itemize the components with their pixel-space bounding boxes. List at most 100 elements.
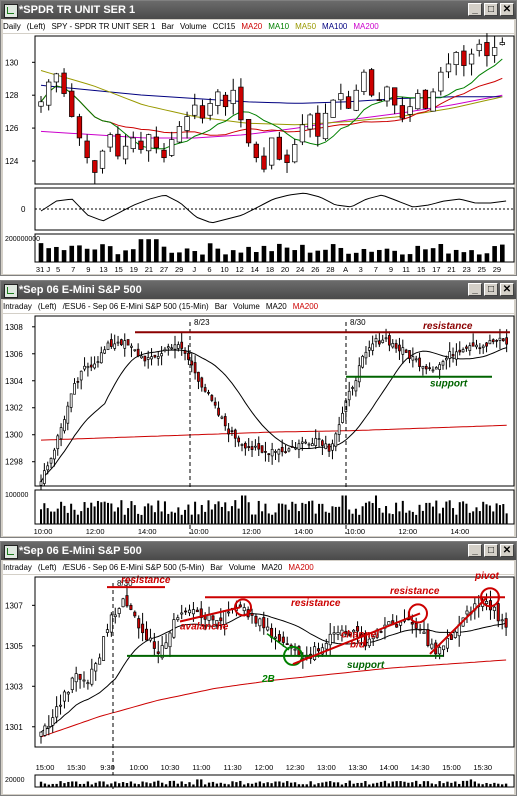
- volume-bar: [442, 783, 445, 787]
- window-titlebar[interactable]: *SPDR TR UNIT SER 1 _ □ ✕: [1, 1, 516, 19]
- volume-bar: [207, 243, 213, 262]
- volume-bar: [196, 779, 199, 787]
- cci-tick-label: 0: [21, 205, 26, 214]
- y-tick-label: 130: [5, 58, 19, 67]
- maximize-button[interactable]: □: [484, 544, 498, 557]
- moving-average-line: [40, 77, 503, 136]
- volume-bar: [96, 500, 99, 524]
- minimize-button[interactable]: _: [468, 544, 482, 557]
- candle-body: [190, 360, 194, 366]
- volume-bar: [356, 782, 359, 787]
- chart-area[interactable]: 1301 1303 1305 1307 8/30 resistance resistance…: [3, 571, 515, 794]
- x-tick-label: 13: [99, 265, 107, 274]
- chart-info-bar: Intraday (Left) /ESU6 - Sep 06 E-Mini S&P …: [3, 300, 514, 313]
- info-item: MA20: [241, 22, 263, 31]
- chart-app-icon: [4, 284, 18, 298]
- volume-bar: [307, 501, 311, 524]
- candle-body: [307, 114, 313, 130]
- window-titlebar[interactable]: *Sep 06 E-Mini S&P 500 _ □ ✕: [1, 542, 516, 560]
- x-tick-label: 15: [417, 265, 425, 274]
- chart-area[interactable]: 124 126 128 130 0 200000000 31 J 5 7 9 13 15 19 21 27 2…: [3, 33, 515, 274]
- volume-bar: [415, 780, 418, 787]
- candle-body: [364, 351, 368, 359]
- candle-body: [233, 429, 237, 439]
- volume-bar: [462, 501, 465, 524]
- info-item: Daily: [3, 22, 21, 31]
- volume-bar: [261, 245, 267, 262]
- candle-body: [120, 339, 123, 346]
- candle-body: [200, 377, 204, 388]
- candle-body: [414, 358, 418, 361]
- volume-bar: [293, 782, 297, 787]
- candle-body: [324, 443, 328, 449]
- volume-bar: [145, 782, 148, 787]
- chart-area[interactable]: 1298 1300 1302 1304 1306 1308 8/23 8/30 resistan…: [3, 314, 515, 536]
- maximize-button[interactable]: □: [484, 3, 498, 16]
- x-tick-label: 10:30: [161, 763, 180, 772]
- volume-bar: [401, 500, 404, 524]
- candle-body: [407, 106, 413, 115]
- volume-bar: [352, 783, 355, 787]
- candle-body: [491, 47, 498, 56]
- close-button[interactable]: ✕: [500, 3, 514, 16]
- candle-body: [99, 150, 106, 169]
- volume-bar: [425, 502, 428, 524]
- volume-bar: [80, 511, 83, 524]
- volume-bar: [284, 504, 287, 524]
- volume-bar: [497, 783, 500, 787]
- minimize-button[interactable]: _: [468, 3, 482, 16]
- candle-body: [501, 338, 505, 342]
- volume-bar: [188, 782, 191, 787]
- candle-body: [156, 356, 160, 359]
- candle-body: [121, 598, 125, 608]
- volume-bar: [482, 501, 485, 524]
- volume-bar: [251, 514, 254, 524]
- minimize-button[interactable]: _: [468, 283, 482, 296]
- candle-body: [187, 352, 190, 360]
- candle-body: [227, 428, 230, 435]
- candle-body: [341, 412, 344, 423]
- candle-body: [394, 343, 398, 349]
- candle-body: [354, 380, 358, 392]
- candle-body: [138, 140, 144, 150]
- candle-body: [217, 407, 220, 416]
- volume-bar: [169, 252, 175, 262]
- candle-body: [223, 416, 227, 427]
- x-tick-label: 14:00: [138, 527, 157, 536]
- candle-body: [448, 351, 452, 359]
- volume-bar: [219, 782, 222, 787]
- candle-body: [146, 357, 150, 360]
- volume-bar: [330, 244, 336, 262]
- close-button[interactable]: ✕: [500, 283, 514, 296]
- volume-bar: [346, 253, 351, 262]
- volume-bar: [431, 506, 434, 524]
- volume-bar: [371, 502, 374, 524]
- candle-body: [43, 725, 47, 736]
- candle-body: [327, 444, 331, 452]
- x-tick-label: 24: [296, 265, 304, 274]
- window-titlebar[interactable]: *Sep 06 E-Mini S&P 500 _ □ ✕: [1, 281, 516, 299]
- volume-bar: [98, 781, 101, 787]
- volume-bar: [348, 780, 351, 787]
- volume-bar: [207, 782, 211, 787]
- volume-bar: [473, 781, 476, 787]
- volume-bar: [271, 514, 274, 524]
- volume-bar: [476, 254, 482, 262]
- close-button[interactable]: ✕: [500, 544, 514, 557]
- volume-bar: [39, 781, 43, 787]
- volume-bar: [438, 513, 441, 524]
- volume-bar: [220, 506, 223, 524]
- candle-body: [310, 443, 314, 447]
- volume-bar: [240, 495, 244, 524]
- volume-bar: [344, 495, 347, 524]
- volume-bar: [477, 783, 480, 787]
- volume-bar: [200, 504, 203, 524]
- maximize-button[interactable]: □: [484, 283, 498, 296]
- candle-body: [242, 607, 246, 612]
- volume-bar: [438, 781, 441, 787]
- volume-bar: [61, 250, 67, 262]
- x-tick-label: 15:00: [36, 763, 55, 772]
- volume-bar: [418, 504, 421, 524]
- candle-body: [53, 73, 60, 83]
- candle-body: [499, 42, 505, 45]
